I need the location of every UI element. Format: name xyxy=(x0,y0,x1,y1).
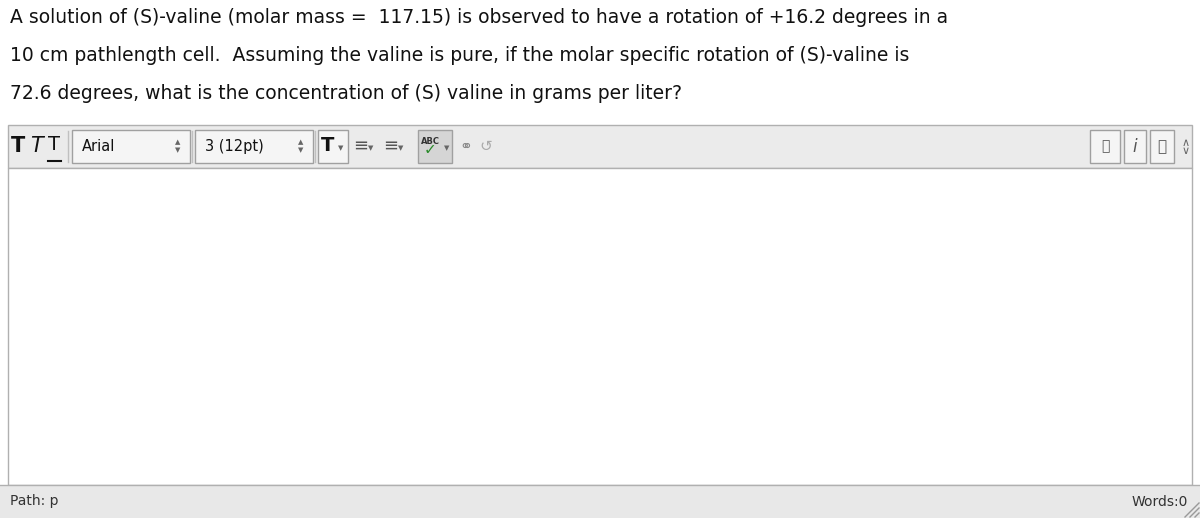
Text: 10 cm pathlength cell.  Assuming the valine is pure, if the molar specific rotat: 10 cm pathlength cell. Assuming the vali… xyxy=(10,46,910,65)
Text: 3 (12pt): 3 (12pt) xyxy=(205,139,264,154)
FancyBboxPatch shape xyxy=(194,130,313,163)
Text: ≡: ≡ xyxy=(384,137,398,154)
FancyBboxPatch shape xyxy=(8,168,1192,485)
Text: ⬜: ⬜ xyxy=(1100,139,1109,153)
Text: ▼: ▼ xyxy=(444,146,450,151)
FancyBboxPatch shape xyxy=(72,130,190,163)
FancyBboxPatch shape xyxy=(8,125,1192,168)
Text: Path: p: Path: p xyxy=(10,495,59,509)
Text: Words:0: Words:0 xyxy=(1132,495,1188,509)
Text: ⤢: ⤢ xyxy=(1158,139,1166,154)
Text: ▲: ▲ xyxy=(175,139,181,146)
Text: ∨: ∨ xyxy=(1182,146,1190,155)
Text: T: T xyxy=(322,136,335,155)
FancyBboxPatch shape xyxy=(1124,130,1146,163)
Text: ↺: ↺ xyxy=(480,139,492,154)
Text: T: T xyxy=(48,135,60,154)
Text: A solution of (S)-valine (molar mass =  117.15) is observed to have a rotation o: A solution of (S)-valine (molar mass = 1… xyxy=(10,8,948,27)
Text: ✓: ✓ xyxy=(424,142,437,157)
Text: ▼: ▼ xyxy=(338,146,343,151)
Text: i: i xyxy=(1133,137,1138,155)
FancyBboxPatch shape xyxy=(318,130,348,163)
FancyBboxPatch shape xyxy=(1150,130,1174,163)
Text: ≡: ≡ xyxy=(354,137,368,154)
Text: 72.6 degrees, what is the concentration of (S) valine in grams per liter?: 72.6 degrees, what is the concentration … xyxy=(10,84,682,103)
Text: ▼: ▼ xyxy=(368,146,373,151)
FancyBboxPatch shape xyxy=(1090,130,1120,163)
Text: ▼: ▼ xyxy=(299,148,304,153)
Text: Arial: Arial xyxy=(82,139,115,154)
Text: T: T xyxy=(11,136,25,155)
FancyBboxPatch shape xyxy=(0,485,1200,518)
Text: ⚭: ⚭ xyxy=(460,139,473,154)
Text: ABC: ABC xyxy=(420,137,439,146)
Text: T: T xyxy=(30,136,42,155)
Text: ▼: ▼ xyxy=(398,146,403,151)
FancyBboxPatch shape xyxy=(418,130,452,163)
Text: ▼: ▼ xyxy=(175,148,181,153)
Text: ▲: ▲ xyxy=(299,139,304,146)
Text: ∧: ∧ xyxy=(1182,137,1190,148)
